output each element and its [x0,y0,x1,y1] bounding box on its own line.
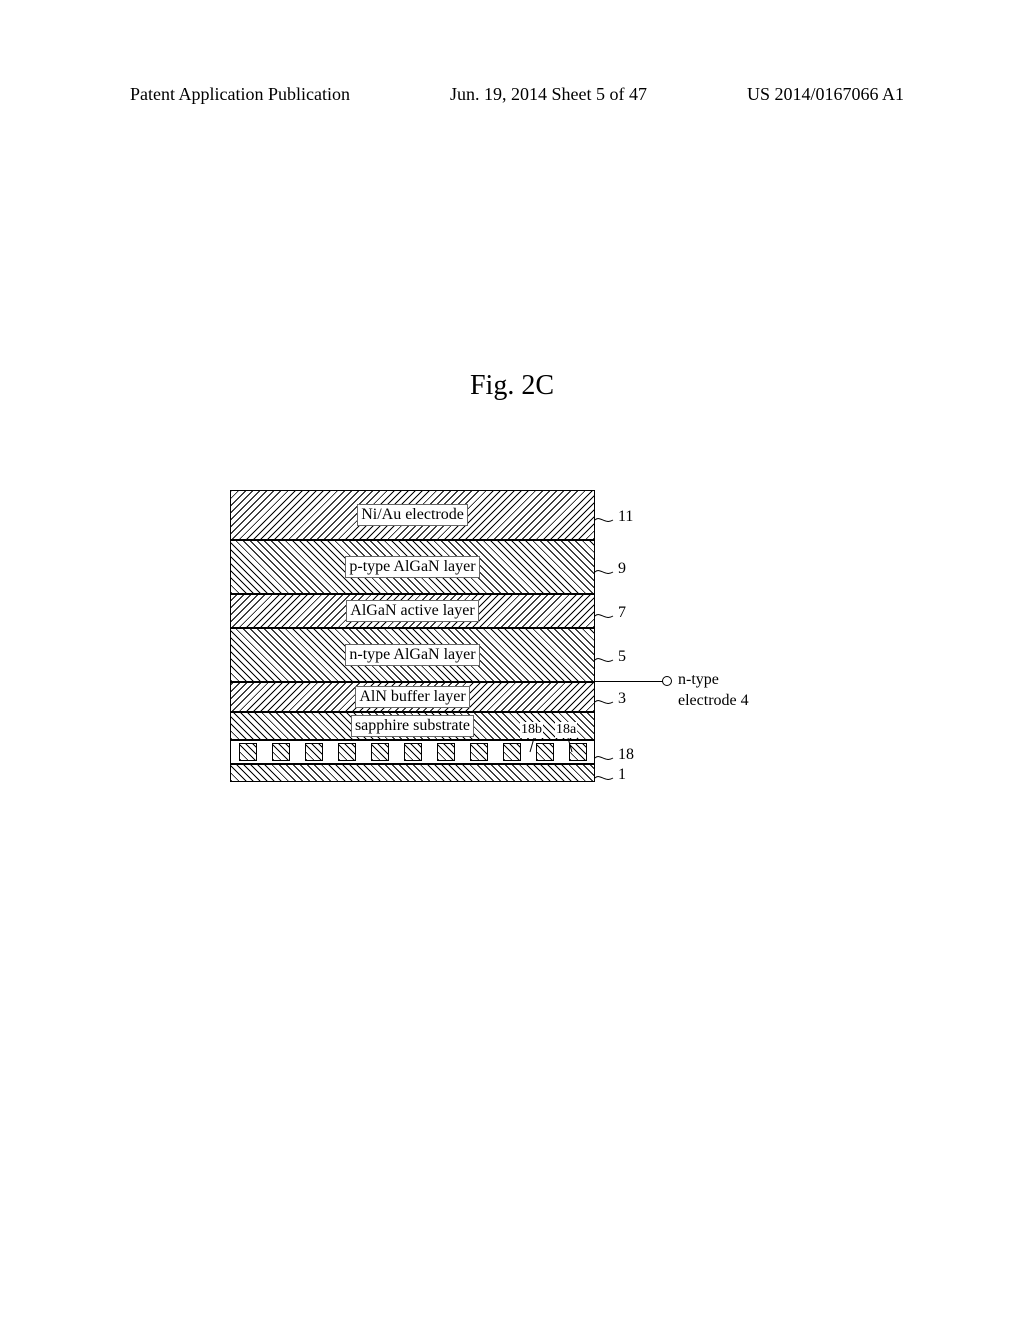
layer-label-4: AlN buffer layer [355,686,469,708]
layer-ref-5: 5 [618,648,626,666]
layer-ref-7: 7 [618,604,626,622]
layer-3: n-type AlGaN layer [230,628,595,682]
electrode-label: n-typeelectrode 4 [678,670,749,712]
electrode-leader-line [595,681,665,682]
layer-1: p-type AlGaN layer [230,540,595,594]
layer-ref-11: 11 [618,508,633,526]
pss-cone [272,743,290,761]
pss-cone [239,743,257,761]
pss-cone [470,743,488,761]
leader-squiggle [595,694,613,704]
leader-squiggle [595,564,613,574]
pss-cone [437,743,455,761]
layer-ref-1: 1 [618,766,626,784]
layer-2: AlGaN active layer [230,594,595,628]
pss-cone [371,743,389,761]
header-right: US 2014/0167066 A1 [747,84,904,105]
layer-4: AlN buffer layer [230,682,595,712]
layer-ref-9: 9 [618,560,626,578]
pointer-18a [562,738,574,759]
layer-label-2: AlGaN active layer [346,600,478,622]
electrode-terminal-circle [662,676,672,686]
layer-label-0: Ni/Au electrode [357,504,468,526]
layer-label-5: sapphire substrate [351,715,474,737]
leader-squiggle [595,770,613,780]
layer-0: Ni/Au electrode [230,490,595,540]
pss-cone [503,743,521,761]
pss-cone [338,743,356,761]
header-left: Patent Application Publication [130,84,350,105]
sublabel-18b: 18b [520,722,543,738]
header-center: Jun. 19, 2014 Sheet 5 of 47 [450,84,647,105]
layer-label-1: p-type AlGaN layer [345,556,479,578]
pss-squares-row [230,740,595,764]
figure-title: Fig. 2C [0,370,1024,402]
pss-cone [305,743,323,761]
layer-label-3: n-type AlGaN layer [345,644,479,666]
leader-squiggle [595,512,613,522]
substrate-bottom [230,764,595,782]
leader-squiggle [595,750,613,760]
leader-squiggle [595,652,613,662]
layer-ref-3: 3 [618,690,626,708]
pointer-18b [528,738,540,759]
pss-cone [404,743,422,761]
sublabel-18a: 18a [555,722,577,738]
layer-diagram: Ni/Au electrode p-type AlGaN layer AlGaN a… [230,490,810,782]
electrode-label-line2: electrode 4 [678,691,749,712]
leader-squiggle [595,608,613,618]
electrode-label-line1: n-type [678,670,749,691]
layer-ref-18: 18 [618,746,634,764]
